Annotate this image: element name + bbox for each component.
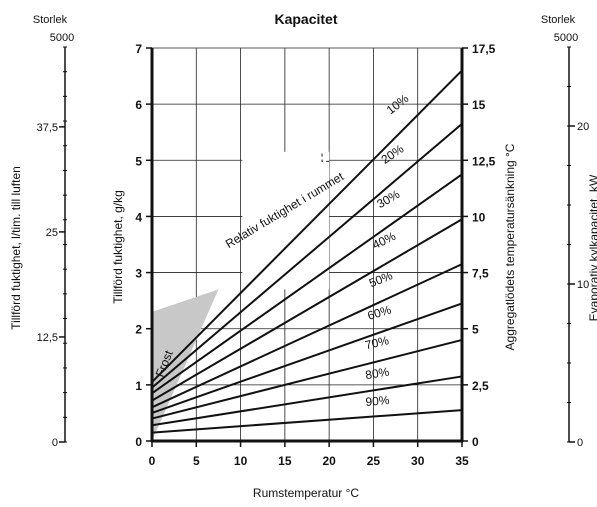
y-right-tick-label: 12,5 <box>472 154 496 168</box>
y-right-tick-label: 2,5 <box>472 379 489 393</box>
left-scale-title: Storlek <box>33 14 68 26</box>
left-scale-tick-label: 0 <box>52 437 58 449</box>
y-right-tick-label: 10 <box>472 210 486 224</box>
x-tick-label: 35 <box>455 454 469 468</box>
y-right-tick-label: 5 <box>472 323 479 337</box>
left-scale-label: Tillförd fuktighet, l/tim. till luften <box>9 166 23 330</box>
series-label: 80% <box>364 365 390 383</box>
x-tick-label: 0 <box>149 454 156 468</box>
series-line <box>151 375 463 427</box>
annotation-backdrop <box>242 151 330 290</box>
chart-title: Kapacitet <box>274 11 337 27</box>
series-line <box>151 338 463 420</box>
y-tick-label: 5 <box>135 154 142 168</box>
x-tick-label: 10 <box>234 454 248 468</box>
y-right-tick-label: 7,5 <box>472 267 489 281</box>
y-right-tick-label: 17,5 <box>472 42 496 56</box>
series-line <box>151 263 463 409</box>
y-tick-label: 4 <box>135 210 142 224</box>
series-label: 30% <box>374 187 402 211</box>
series-line <box>151 69 463 383</box>
y-right-axis-label: Aggregatlödets temperatursänkning °C <box>503 143 517 350</box>
x-tick-label: 15 <box>278 454 292 468</box>
left-scale-tick-label: 25 <box>46 227 58 239</box>
series-label: 70% <box>364 333 391 352</box>
series-label: 40% <box>370 229 398 252</box>
x-axis-label: Rumstemperatur °C <box>253 486 359 500</box>
y-tick-label: 3 <box>135 267 142 281</box>
series-line <box>151 302 463 414</box>
y-right-tick-label: 0 <box>472 435 479 449</box>
right-scale-label: Evaporativ kylkapacitet, kW <box>587 174 597 321</box>
right-scale-tick-label: 10 <box>577 279 589 291</box>
series-label: 20% <box>379 141 407 166</box>
left-scale-tick-label: 37,5 <box>37 122 58 134</box>
y-tick-label: 1 <box>135 379 142 393</box>
series-line <box>151 409 463 434</box>
series-label: 60% <box>366 302 393 323</box>
right-scale-tick-label: 0 <box>577 437 583 449</box>
frost-region <box>152 289 219 441</box>
series-line <box>151 218 463 402</box>
left-scale-subtitle: 5000 <box>50 32 74 44</box>
x-tick-label: 25 <box>367 454 381 468</box>
left-scale-tick-label: 12,5 <box>37 332 58 344</box>
series-label: 10% <box>384 91 412 117</box>
y-tick-label: 6 <box>135 98 142 112</box>
annotation-leader <box>321 151 330 162</box>
x-tick-label: 30 <box>411 454 425 468</box>
y-tick-label: 7 <box>135 42 142 56</box>
y-tick-label: 0 <box>135 435 142 449</box>
right-scale-tick-label: 20 <box>577 121 589 133</box>
series-line <box>151 173 463 395</box>
x-tick-label: 20 <box>322 454 336 468</box>
y-right-tick-label: 15 <box>472 98 486 112</box>
series-line <box>151 123 463 389</box>
y-tick-label: 2 <box>135 323 142 337</box>
x-tick-label: 5 <box>193 454 200 468</box>
right-scale-subtitle: 5000 <box>554 32 578 44</box>
right-scale-title: Storlek <box>541 14 576 26</box>
y-axis-label: Tillförd fuktighet, g/kg <box>111 190 125 304</box>
series-label: 90% <box>365 393 390 409</box>
